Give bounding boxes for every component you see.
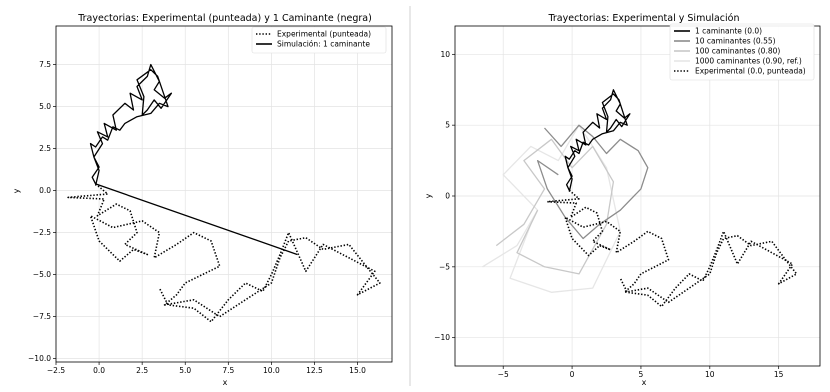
- chart-right-ytick-label-3: 5: [445, 121, 450, 130]
- chart-right-legend-label-4: Experimental (0.0, punteada): [695, 67, 806, 76]
- chart-right-ytick-label-2: 0: [445, 192, 450, 201]
- chart-left-series-1: [89, 63, 298, 256]
- chart-left-xtick-label-3: 5.0: [179, 366, 191, 375]
- chart-left-legend: Experimental (punteada)Simulación: 1 cam…: [251, 26, 387, 54]
- chart-left-xtick-label-7: 15.0: [349, 366, 366, 375]
- chart-right-ytick-label-0: −10: [434, 333, 450, 342]
- chart-right-xlabel: x: [642, 378, 647, 387]
- chart-left-frame: [55, 25, 393, 363]
- chart-right-ytick-label-4: 10: [440, 50, 450, 59]
- chart-left: Trayectorias: Experimental (punteada) y …: [12, 13, 393, 387]
- chart-right-ytick-label-1: −5: [439, 262, 450, 271]
- chart-right-series-2: [536, 124, 649, 240]
- chart-left-xtick-label-0: −2.5: [47, 366, 65, 375]
- chart-right-xtick-label-4: 15: [774, 370, 784, 379]
- chart-left-legend-label-0: Experimental (punteada): [277, 30, 371, 39]
- chart-right-legend-label-1: 100 caminantes (0.80): [695, 47, 780, 56]
- chart-right-ylabel: y: [424, 193, 433, 198]
- chart-right-legend-label-0: 1000 caminantes (0.90, ref.): [695, 57, 802, 66]
- chart-left-ytick-label-5: 2.5: [39, 144, 51, 153]
- chart-left-ytick-label-0: −10.0: [28, 354, 51, 363]
- chart-right-title: Trayectorias: Experimental y Simulación: [547, 13, 739, 24]
- chart-left-xtick-label-5: 10.0: [263, 366, 280, 375]
- chart-left-legend-label-1: Simulación: 1 caminante: [277, 40, 370, 49]
- chart-left-xtick-label-1: 0.0: [93, 366, 105, 375]
- chart-right-xtick-label-2: 5: [639, 370, 644, 379]
- chart-right-series-3: [564, 89, 631, 192]
- chart-right-legend-box: [669, 23, 815, 81]
- chart-right-ticks: −5 0 5 10 15 −10 −5 0 5 10: [434, 50, 784, 379]
- chart-right-legend-label-3: 1 caminante (0.0): [695, 27, 762, 36]
- chart-right-legend-label-2: 10 caminantes (0.55): [695, 37, 776, 46]
- chart-right-xtick-label-0: −5: [498, 370, 509, 379]
- chart-left-ticks: −2.5 0.0 2.5 5.0 7.5 10.0 12.5 15.0 −10.0 −7.5 −5.…: [28, 60, 366, 375]
- chart-left-series-0: [67, 183, 381, 323]
- chart-left-legend-box: [251, 26, 387, 54]
- chart-right-xtick-label-1: 0: [570, 370, 575, 379]
- chart-right: Trayectorias: Experimental y Simulación …: [424, 13, 821, 387]
- chart-right-series-1: [495, 138, 615, 275]
- chart-left-ytick-label-1: −7.5: [33, 312, 51, 321]
- chart-right-series: [482, 89, 798, 308]
- chart-left-ytick-label-6: 5.0: [39, 102, 51, 111]
- chart-left-ytick-label-3: −2.5: [33, 228, 51, 237]
- chart-left-ytick-label-2: −5.0: [33, 270, 51, 279]
- chart-left-xtick-label-2: 2.5: [136, 366, 148, 375]
- chart-left-ylabel: y: [12, 188, 21, 193]
- chart-right-xtick-label-3: 10: [705, 370, 715, 379]
- chart-left-xlabel: x: [223, 378, 228, 387]
- chart-left-xtick-label-6: 12.5: [306, 366, 323, 375]
- chart-right-series-4: [546, 189, 798, 308]
- chart-left-ytick-label-4: 0.0: [39, 186, 51, 195]
- chart-right-legend: 1 caminante (0.0)10 caminantes (0.55)100…: [669, 23, 815, 81]
- chart-left-xtick-label-4: 7.5: [222, 366, 234, 375]
- chart-left-series: [67, 63, 381, 323]
- chart-left-ytick-label-7: 7.5: [39, 60, 51, 69]
- chart-left-title: Trayectorias: Experimental (punteada) y …: [77, 13, 372, 24]
